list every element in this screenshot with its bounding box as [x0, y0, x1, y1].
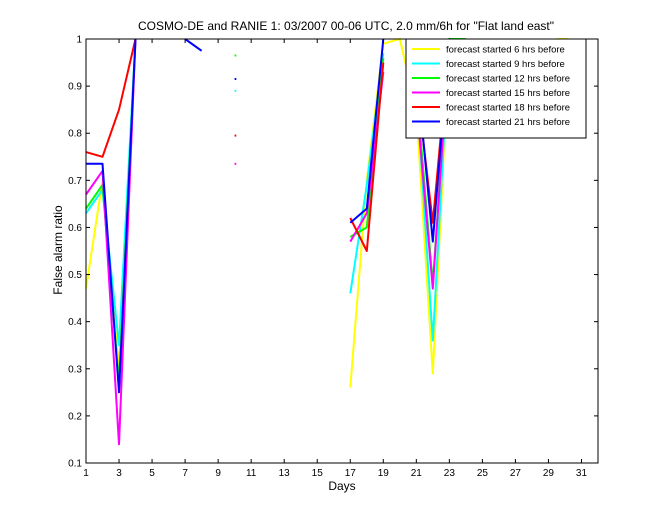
x-tick-label: 19	[378, 468, 390, 479]
x-tick-label: 31	[576, 468, 588, 479]
x-tick-label: 23	[444, 468, 456, 479]
series-line	[86, 38, 137, 394]
series-line	[85, 38, 137, 446]
x-tick-label: 1	[83, 468, 89, 479]
x-axis-label: Days	[328, 479, 355, 493]
x-tick-label: 13	[279, 468, 291, 479]
legend-label: forecast started 9 hrs before	[446, 59, 565, 70]
y-tick-label: 0.1	[68, 459, 82, 470]
x-tick-label: 7	[182, 468, 188, 479]
y-tick-label: 1	[76, 35, 82, 46]
x-tick-label: 5	[149, 468, 155, 479]
x-axis: 1 3 5 7 9 11 13 15 17 19 21 23 25 27 29 31	[83, 39, 587, 479]
x-tick-label: 15	[312, 468, 324, 479]
y-axis: 0.1 0.2 0.3 0.4 0.5 0.6 0.7 0.8 0.9 1	[68, 35, 598, 470]
y-tick-label: 0.4	[68, 317, 82, 328]
y-tick-label: 0.5	[68, 270, 82, 281]
legend-label: forecast started 6 hrs before	[446, 45, 565, 56]
series-line	[85, 38, 137, 158]
x-tick-label: 17	[345, 468, 357, 479]
y-tick-label: 0.3	[68, 364, 82, 375]
series-line	[349, 62, 385, 252]
x-tick-label: 27	[510, 468, 522, 479]
chart-title: COSMO-DE and RANIE 1: 03/2007 00-06 UTC,…	[138, 19, 554, 33]
series-line	[184, 38, 203, 52]
legend-label: forecast started 21 hrs before	[446, 117, 570, 128]
y-tick-label: 0.9	[68, 82, 82, 93]
y-tick-label: 0.6	[68, 223, 82, 234]
x-tick-label: 21	[411, 468, 423, 479]
y-tick-label: 0.8	[68, 129, 82, 140]
series-6	[86, 38, 467, 394]
x-tick-label: 3	[116, 468, 122, 479]
plot-frame	[85, 38, 599, 464]
legend-label: forecast started 15 hrs before	[446, 88, 570, 99]
y-tick-label: 0.2	[68, 411, 82, 422]
x-tick-label: 9	[215, 468, 221, 479]
y-axis-label: False alarm ratio	[51, 205, 65, 295]
series-line	[349, 38, 385, 224]
legend-label: forecast started 18 hrs before	[446, 103, 570, 114]
x-tick-label: 11	[246, 468, 257, 479]
legend-label: forecast started 12 hrs before	[446, 74, 570, 85]
legend: forecast started 6 hrs before forecast st…	[405, 38, 587, 139]
y-tick-label: 0.7	[68, 176, 82, 187]
x-tick-label: 29	[543, 468, 555, 479]
x-tick-label: 25	[477, 468, 489, 479]
